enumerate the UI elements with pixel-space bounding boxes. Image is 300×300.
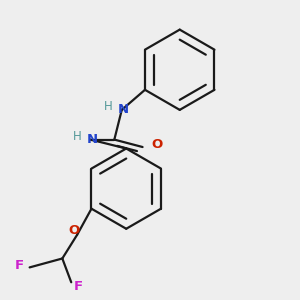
Text: H: H [104, 100, 113, 113]
Text: H: H [73, 130, 82, 143]
Text: O: O [69, 224, 80, 237]
Text: O: O [152, 138, 163, 151]
Text: N: N [118, 103, 129, 116]
Text: F: F [15, 260, 24, 272]
Text: N: N [86, 133, 98, 146]
Text: F: F [74, 280, 83, 293]
